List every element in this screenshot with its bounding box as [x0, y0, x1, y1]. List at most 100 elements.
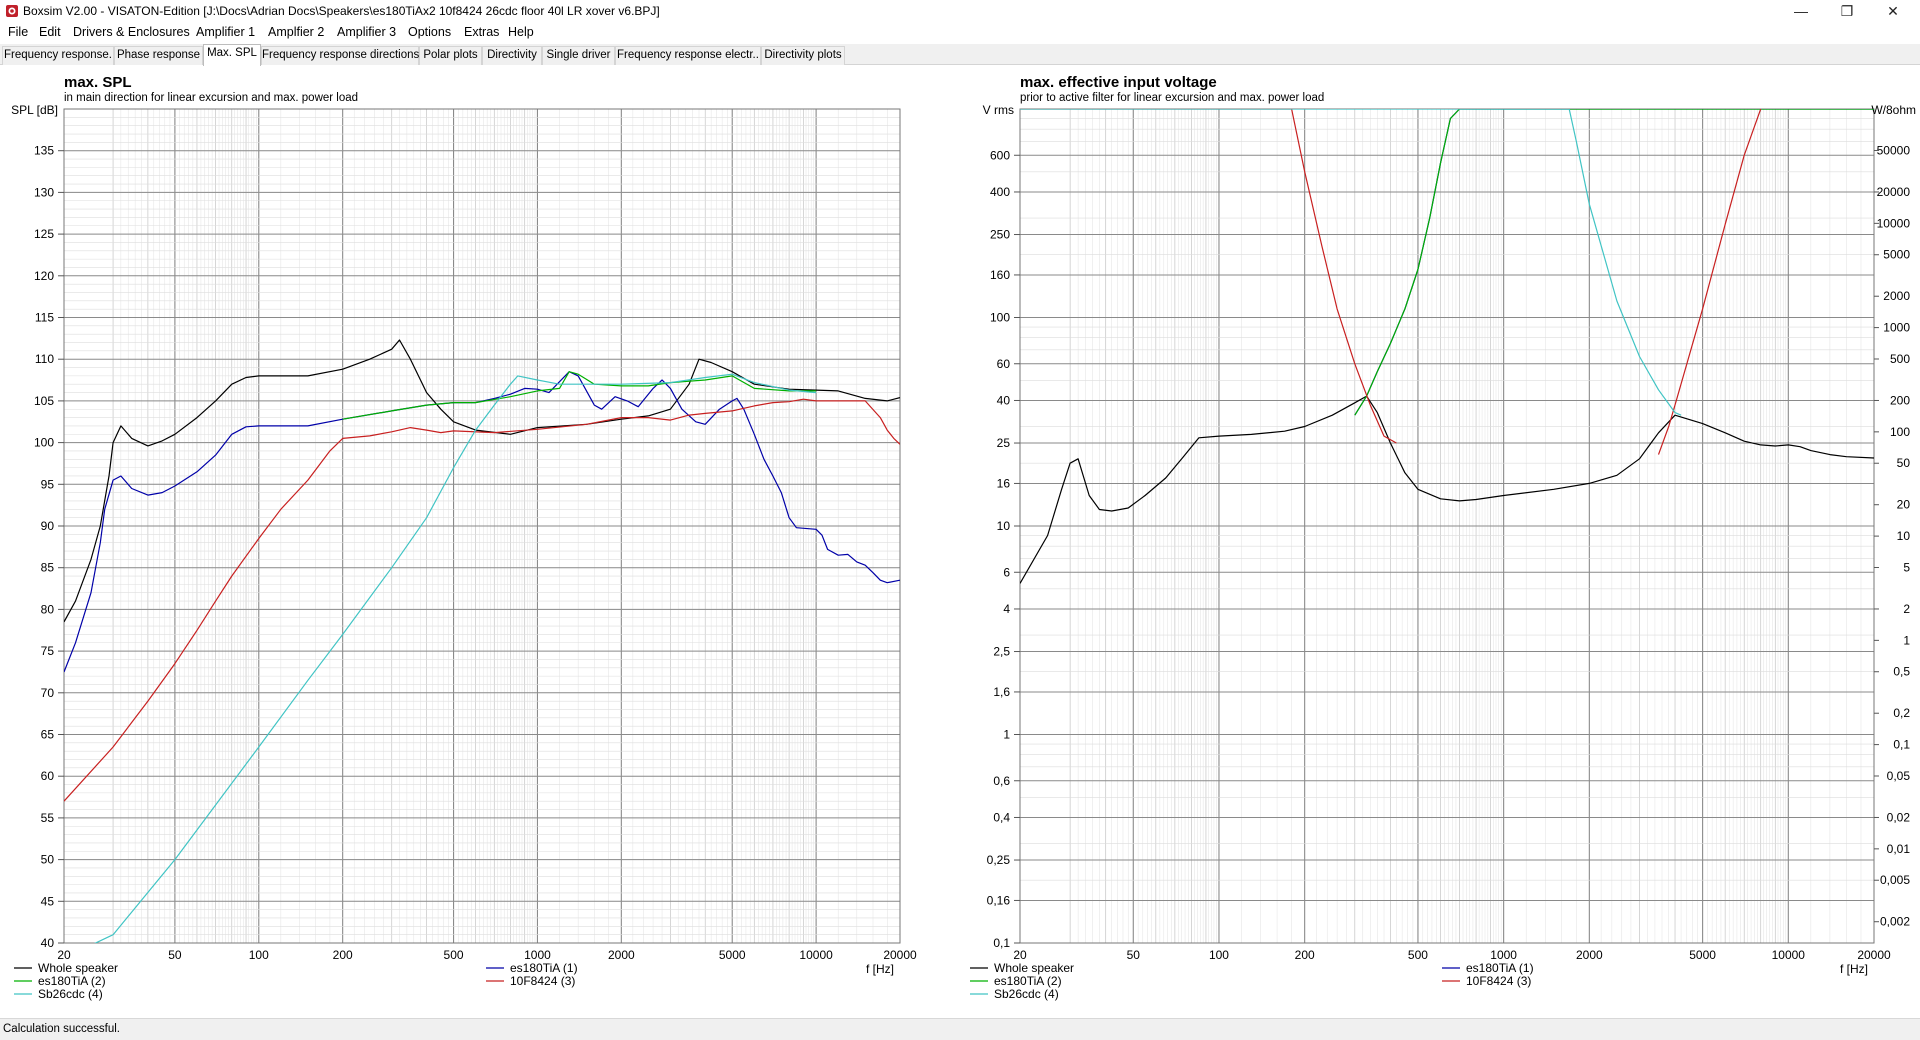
tab-max-spl[interactable]: Max. SPL [203, 44, 261, 66]
x-tick-label: 100 [1209, 948, 1229, 962]
x-tick-label: 2000 [1576, 948, 1603, 962]
y-tick-label: 95 [41, 477, 55, 491]
x-tick-label: 50 [168, 948, 182, 962]
menu-amplifier-1[interactable]: Amplifier 1 [196, 25, 256, 39]
x-tick-label: 50 [1127, 948, 1141, 962]
menu-help[interactable]: Help [508, 25, 534, 39]
series-sb26cdc-4 [94, 373, 817, 943]
y-tick-label: 80 [41, 602, 55, 616]
minimize-button[interactable]: — [1794, 3, 1808, 19]
x-tick-label: 500 [1408, 948, 1428, 962]
tab-bar: Frequency response. Phase response Max. … [0, 44, 1920, 66]
y-right-tick-label: 20 [1897, 498, 1911, 512]
y-right-tick-label: 0,05 [1887, 769, 1911, 783]
restore-button[interactable]: ❐ [1840, 3, 1854, 19]
y-tick-label: 60 [997, 357, 1011, 371]
legend-label: 10F8424 (3) [1466, 974, 1531, 988]
y-axis-label: V rms [983, 103, 1014, 117]
x-tick-label: 20 [57, 948, 71, 962]
tab-directivity[interactable]: Directivity [482, 46, 542, 65]
x-tick-label: 20000 [1857, 948, 1891, 962]
legend-label: 10F8424 (3) [510, 974, 575, 988]
series-es180tia-1 [64, 371, 900, 673]
x-tick-label: 500 [444, 948, 464, 962]
y-tick-label: 0,16 [987, 893, 1011, 907]
y-right-tick-label: 0,002 [1880, 915, 1910, 929]
series-group [64, 339, 900, 943]
status-text: Calculation successful. [3, 1023, 120, 1035]
menu-drivers-enclosures[interactable]: Drivers & Enclosures [73, 25, 190, 39]
y-right-axis-label: W/8ohm [1871, 103, 1916, 117]
y-tick-label: 105 [34, 394, 54, 408]
close-button[interactable]: ✕ [1887, 3, 1899, 19]
y-right-tick-label: 10000 [1877, 216, 1911, 230]
legend-label: Whole speaker [38, 961, 118, 975]
menu-amplifier-2[interactable]: Amplfier 2 [268, 25, 325, 39]
y-right-tick-label: 50000 [1877, 143, 1911, 157]
y-right-tick-label: 0,1 [1893, 738, 1910, 752]
y-right-tick-label: 0,01 [1887, 842, 1911, 856]
y-right-tick-label: 2 [1903, 602, 1910, 616]
x-tick-label: 2000 [608, 948, 635, 962]
y-right-tick-label: 5000 [1883, 248, 1910, 262]
legend-label: es180TiA (2) [38, 974, 106, 988]
y-right-tick-label: 0,2 [1893, 706, 1910, 720]
y-tick-label: 45 [41, 894, 55, 908]
y-tick-label: 0,4 [993, 810, 1010, 824]
tab-frequency-response-electr[interactable]: Frequency response electr.. [615, 46, 761, 65]
y-axis-label: SPL [dB] [11, 103, 58, 117]
x-axis-label: f [Hz] [866, 962, 894, 976]
title-bar: Boxsim V2.00 - VISATON-Edition [J:\Docs\… [0, 0, 1920, 22]
y-tick-label: 55 [41, 811, 55, 825]
y-tick-label: 250 [990, 228, 1010, 242]
y-tick-label: 0,25 [987, 853, 1011, 867]
x-tick-label: 5000 [719, 948, 746, 962]
y-tick-label: 90 [41, 519, 55, 533]
legend-label: es180TiA (2) [994, 974, 1062, 988]
tab-directivity-plots[interactable]: Directivity plots [761, 46, 845, 65]
series-10f8424-3 [1657, 109, 1762, 455]
y-tick-label: 2,5 [993, 645, 1010, 659]
y-tick-label: 1,6 [993, 685, 1010, 699]
chart-title: max. SPL [64, 74, 132, 91]
menu-file[interactable]: File [8, 25, 29, 39]
chart-subtitle: prior to active filter for linear excurs… [1020, 92, 1324, 104]
legend-label: Sb26cdc (4) [38, 987, 103, 1001]
series-10f8424-3 [64, 398, 900, 802]
legend-label: Sb26cdc (4) [994, 987, 1059, 1001]
y-tick-label: 120 [34, 269, 54, 283]
y-right-tick-label: 0,5 [1893, 665, 1910, 679]
tab-frequency-response-directions[interactable]: Frequency response directions [261, 46, 419, 65]
menu-extras[interactable]: Extras [464, 25, 500, 39]
tab-phase-response[interactable]: Phase response [114, 46, 203, 65]
y-tick-label: 600 [990, 148, 1010, 162]
y-right-tick-label: 0,005 [1880, 873, 1910, 887]
series-whole-speaker [64, 339, 900, 623]
x-tick-label: 200 [1295, 948, 1315, 962]
series-10f8424-3 [1020, 109, 1397, 444]
tab-frequency-response[interactable]: Frequency response. [2, 46, 114, 65]
x-tick-label: 10000 [1772, 948, 1806, 962]
menu-edit[interactable]: Edit [39, 25, 61, 39]
y-tick-label: 110 [35, 352, 54, 366]
x-tick-label: 10000 [799, 948, 833, 962]
menu-amplifier-3[interactable]: Amplifier 3 [337, 25, 397, 39]
y-tick-label: 130 [34, 185, 54, 199]
y-tick-label: 0,6 [993, 774, 1010, 788]
menu-options[interactable]: Options [408, 25, 452, 39]
series-es180tia-2 [1354, 109, 1874, 416]
y-tick-label: 65 [41, 728, 55, 742]
tab-polar-plots[interactable]: Polar plots [419, 46, 482, 65]
status-bar: Calculation successful. [0, 1018, 1920, 1040]
tab-single-driver[interactable]: Single driver [542, 46, 615, 65]
y-tick-label: 100 [34, 436, 54, 450]
y-tick-label: 85 [41, 561, 55, 575]
x-tick-label: 100 [249, 948, 269, 962]
y-right-tick-label: 500 [1890, 352, 1910, 366]
legend-label: es180TiA (1) [1466, 961, 1534, 975]
y-right-tick-label: 100 [1890, 425, 1910, 439]
y-tick-label: 10 [997, 519, 1011, 533]
